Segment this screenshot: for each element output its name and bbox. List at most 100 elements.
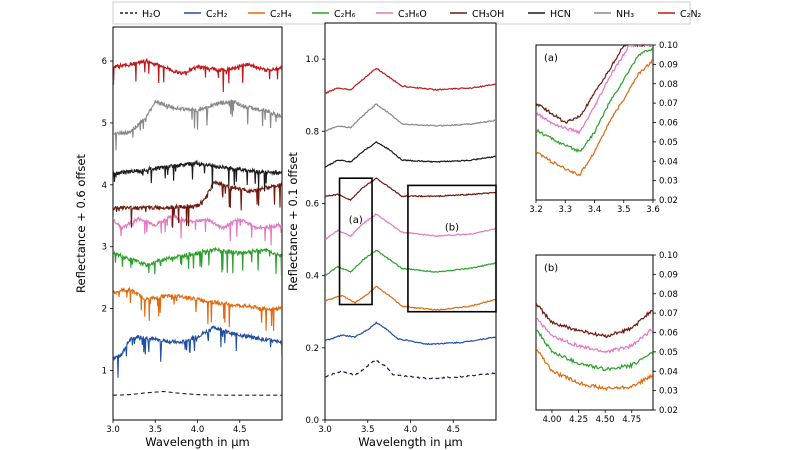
series-line xyxy=(113,179,282,228)
x-tick-label: 3.3 xyxy=(558,205,572,215)
y-tick-label: 0.02 xyxy=(659,406,678,416)
y-tick-label: 0.8 xyxy=(305,127,319,137)
y-tick-label: 0.07 xyxy=(659,309,678,319)
series-line xyxy=(113,159,282,192)
series-line xyxy=(325,358,496,380)
series-line xyxy=(113,390,282,396)
series-line xyxy=(325,141,496,169)
legend-label: C₂H₂ xyxy=(206,9,228,20)
y-tick-label: 0.05 xyxy=(659,138,678,148)
series-line xyxy=(536,316,653,354)
annotation-label: (b) xyxy=(445,222,459,233)
y-tick-label: 0.05 xyxy=(659,348,678,358)
series-line xyxy=(113,286,282,332)
plot-area xyxy=(535,44,654,201)
y-axis-label: Reflectance + 0.6 offset xyxy=(74,154,88,293)
y-tick-label: 5 xyxy=(102,119,107,129)
y-tick-label: 0.04 xyxy=(659,157,678,167)
annotation-box xyxy=(407,184,497,313)
plot-area xyxy=(112,26,283,421)
chart-panel-inset-b: 4.00 4.25 4.50 4.75 0.02 0.03 0.04 0.05 0.06 0.07… xyxy=(535,251,678,425)
legend: H₂O C₂H₂ C₂H₄ C₂H₆ C₃H₆O CH₃OH HCN NH₃ C₂N₂ xyxy=(112,1,702,25)
y-tick-label: 0.4 xyxy=(305,272,319,282)
series-line xyxy=(325,67,496,95)
legend-label: NH₃ xyxy=(616,9,634,20)
y-tick-label: 0.0 xyxy=(305,416,319,426)
y-tick-label: 1 xyxy=(102,366,107,376)
y-tick-label: 0.07 xyxy=(659,99,678,109)
y-tick-label: 4 xyxy=(102,181,107,191)
series-line xyxy=(113,57,282,93)
panel-title: (a) xyxy=(544,53,558,64)
x-tick-label: 4.25 xyxy=(569,415,588,425)
y-tick-label: 0.10 xyxy=(659,251,678,261)
x-tick-label: 3.5 xyxy=(617,205,631,215)
legend-label: C₂N₂ xyxy=(680,9,702,20)
y-tick-label: 0.02 xyxy=(659,196,678,206)
y-tick-label: 0.04 xyxy=(659,367,678,377)
y-tick-label: 0.09 xyxy=(659,270,678,280)
y-tick-label: 1.0 xyxy=(305,55,319,65)
legend-label: CH₃OH xyxy=(472,9,504,20)
x-tick-label: 4.5 xyxy=(446,425,460,435)
y-tick-label: 0.08 xyxy=(659,80,678,90)
y-tick-label: 0.10 xyxy=(659,41,678,51)
legend-label: HCN xyxy=(550,9,571,20)
y-tick-label: 0.6 xyxy=(305,199,319,209)
chart-panel-middle: 3.0 3.5 4.0 4.5 0.0 0.2 0.4 0.6 0.8 1.0 Wavelength… xyxy=(286,22,497,449)
y-axis-label: Reflectance + 0.1 offset xyxy=(286,152,300,291)
y-tick-label: 0.2 xyxy=(305,344,319,354)
x-tick-label: 4.00 xyxy=(542,415,561,425)
y-tick-label: 0.09 xyxy=(659,60,678,70)
plot-area xyxy=(324,22,497,421)
y-tick-label: 0.06 xyxy=(659,329,678,339)
y-tick-label: 0.08 xyxy=(659,290,678,300)
series-line xyxy=(113,99,282,151)
series-line xyxy=(536,47,653,153)
y-tick-label: 0.03 xyxy=(659,387,678,397)
series-line xyxy=(536,348,653,392)
series-line xyxy=(113,214,282,246)
chart-panel-left: 3.0 3.5 4.0 4.5 1 2 3 4 5 6 Wavelength in µm Reflec… xyxy=(74,26,283,449)
series-line xyxy=(113,325,282,378)
y-tick-label: 2 xyxy=(102,305,107,315)
x-tick-label: 3.2 xyxy=(529,205,543,215)
panel-title: (b) xyxy=(544,263,558,274)
y-tick-label: 3 xyxy=(102,243,107,253)
annotation-label: (a) xyxy=(349,215,363,226)
x-tick-label: 4.5 xyxy=(233,425,247,435)
series-line xyxy=(536,45,653,135)
x-tick-label: 4.0 xyxy=(404,425,418,435)
series-line xyxy=(113,246,282,277)
annotation-box xyxy=(338,177,373,306)
legend-label: C₂H₄ xyxy=(270,9,292,20)
x-tick-label: 4.50 xyxy=(596,415,615,425)
x-axis-label: Wavelength in µm xyxy=(145,435,250,449)
series-line xyxy=(325,177,496,202)
legend-label: C₂H₆ xyxy=(334,9,356,20)
series-line xyxy=(325,285,496,311)
x-tick-label: 3.5 xyxy=(148,425,162,435)
series-line xyxy=(536,58,653,177)
legend-label: C₃H₆O xyxy=(398,9,427,20)
series-line xyxy=(536,302,653,339)
x-tick-label: 3.0 xyxy=(106,425,120,435)
x-tick-label: 3.4 xyxy=(588,205,602,215)
x-tick-label: 4.75 xyxy=(622,415,641,425)
x-tick-label: 3.0 xyxy=(318,425,332,435)
series-line xyxy=(325,213,496,240)
y-tick-label: 0.06 xyxy=(659,119,678,129)
legend-label: H₂O xyxy=(142,9,160,20)
x-axis-label: Wavelength in µm xyxy=(358,435,463,449)
series-line xyxy=(325,103,496,132)
series-line xyxy=(325,321,496,346)
y-tick-label: 0.03 xyxy=(659,177,678,187)
series-line xyxy=(536,329,653,372)
y-tick-label: 6 xyxy=(102,57,107,67)
x-tick-label: 3.6 xyxy=(646,205,660,215)
x-tick-label: 4.0 xyxy=(191,425,205,435)
chart-panel-inset-a: 3.2 3.3 3.4 3.5 3.60.02 0.03 0.04 0.05 0.06 0.07 0… xyxy=(529,41,678,215)
x-tick-label: 3.5 xyxy=(361,425,375,435)
series-line xyxy=(325,249,496,276)
